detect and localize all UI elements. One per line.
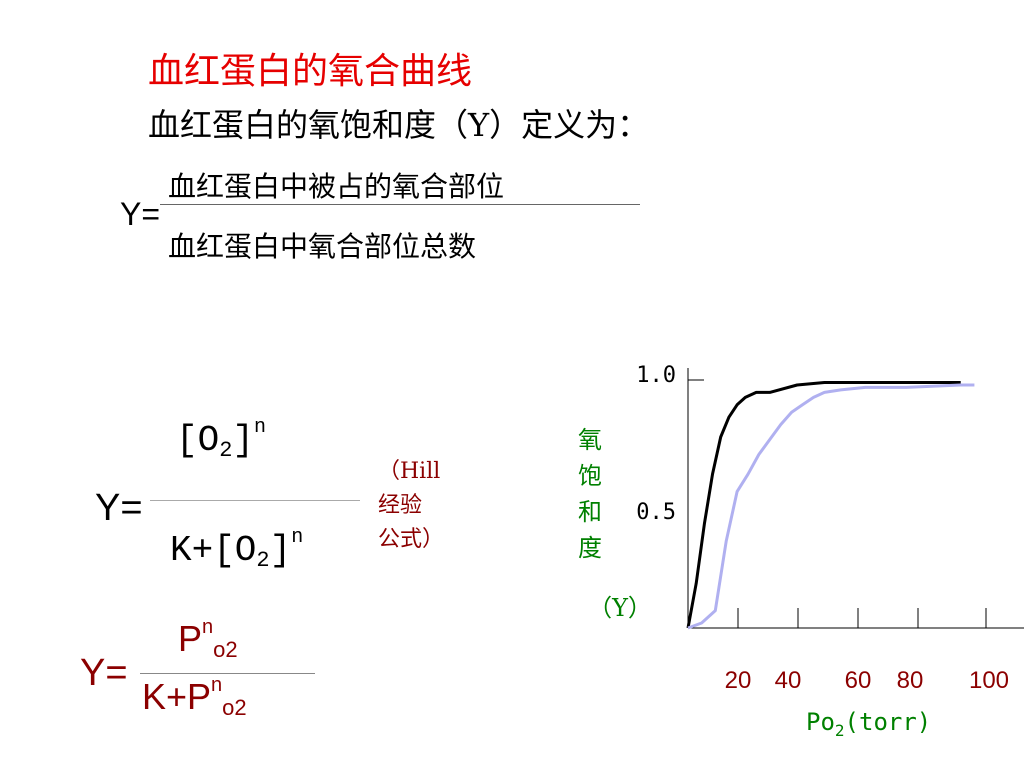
x-tick-label: 80 bbox=[897, 667, 924, 694]
definition-text: 血红蛋白的氧饱和度（Y）定义为： bbox=[148, 106, 650, 144]
x-axis-label: Po2(torr) bbox=[806, 708, 931, 740]
fraction-numerator: 血红蛋白中被占的氧合部位 bbox=[168, 170, 505, 203]
hill-note: （Hill 经验 公式） bbox=[378, 459, 445, 552]
hill-den-prefix: K+[O bbox=[170, 530, 257, 571]
y-axis-label-char: 度 bbox=[578, 534, 602, 562]
fraction-lhs: Y= bbox=[120, 196, 161, 232]
fraction-denominator: 血红蛋白中氧合部位总数 bbox=[168, 230, 477, 263]
p-den-sub: o2 bbox=[222, 695, 247, 720]
pressure-fraction-bar bbox=[140, 673, 315, 674]
x-tick-label: 40 bbox=[775, 667, 802, 694]
x-tick-label: 100 bbox=[969, 667, 1009, 694]
p-num-sup: n bbox=[202, 616, 214, 638]
page-title: 血红蛋白的氧合曲线 bbox=[148, 51, 473, 92]
x-tick-label: 20 bbox=[725, 667, 752, 694]
hill-numerator: [O2]n bbox=[176, 418, 266, 463]
curve-light-line bbox=[687, 383, 975, 630]
y-axis-label-char: 氧 bbox=[578, 426, 602, 454]
hill-den-close: ] bbox=[269, 530, 292, 571]
pressure-numerator: Pno2 bbox=[178, 616, 238, 662]
pressure-denominator: K+Pno2 bbox=[142, 674, 247, 720]
fraction-bar bbox=[160, 204, 640, 205]
y-tick-label-mid: 0.5 bbox=[636, 500, 676, 525]
y-axis-label-char: （Y） bbox=[588, 594, 652, 622]
hill-den-sub: 2 bbox=[256, 548, 270, 573]
hill-den-sup: n bbox=[291, 526, 304, 549]
hill-num-sup: n bbox=[254, 416, 267, 439]
p-num-sub: o2 bbox=[213, 637, 238, 662]
y-axis-label-char: 和 bbox=[578, 498, 602, 526]
y-axis-label-char: 饱 bbox=[578, 462, 602, 490]
hill-fraction-bar bbox=[150, 500, 360, 501]
p-num-base: P bbox=[178, 618, 203, 659]
hill-num-sub: 2 bbox=[219, 438, 233, 463]
hill-num-base: [O bbox=[176, 420, 220, 461]
x-tick-label: 60 bbox=[845, 667, 872, 694]
pressure-lhs: Y= bbox=[80, 652, 128, 694]
hill-denominator: K+[O2]n bbox=[170, 528, 303, 573]
p-den-prefix: K+P bbox=[142, 676, 212, 717]
oxygen-saturation-chart: 1.0 0.5 20 40 60 80 100 氧饱和度 （Y） Po2(torr) bbox=[578, 363, 1024, 740]
hill-num-close: ] bbox=[232, 420, 255, 461]
curve-dark-line bbox=[686, 381, 961, 629]
hill-lhs: Y= bbox=[95, 487, 143, 529]
p-den-sup: n bbox=[211, 674, 223, 696]
y-tick-label-top: 1.0 bbox=[636, 363, 676, 388]
